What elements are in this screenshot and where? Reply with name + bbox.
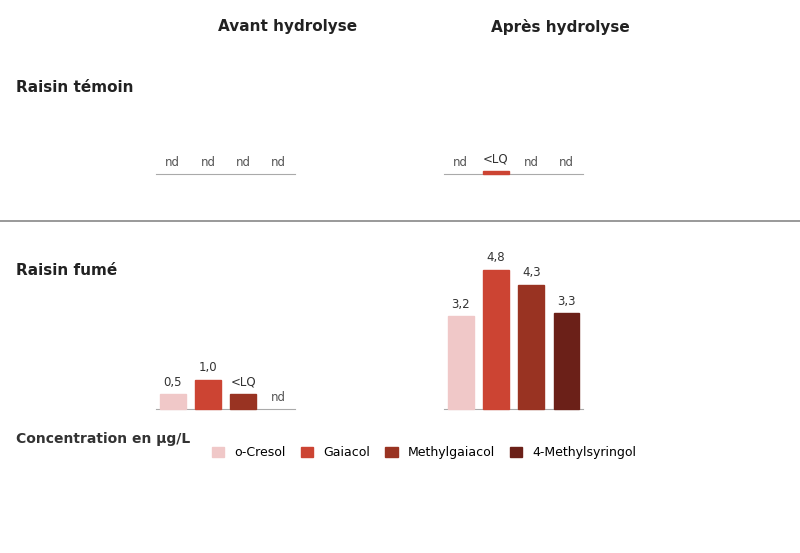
Text: 3,3: 3,3 [557, 295, 576, 308]
Text: nd: nd [559, 156, 574, 169]
Text: nd: nd [201, 156, 215, 169]
Text: 4,3: 4,3 [522, 266, 541, 279]
Text: <LQ: <LQ [230, 376, 256, 389]
Bar [483, 171, 509, 174]
Text: Avant hydrolyse: Avant hydrolyse [218, 19, 358, 34]
Bar [483, 270, 509, 409]
Text: 1,0: 1,0 [198, 361, 218, 374]
Text: La libération des marqueurs de goût de fumée par hydrolyse permet une: La libération des marqueurs de goût de f… [92, 493, 666, 507]
Text: 3,2: 3,2 [451, 298, 470, 311]
Text: Raisin témoin: Raisin témoin [16, 80, 134, 95]
Bar [195, 380, 221, 409]
Text: 4,8: 4,8 [486, 252, 506, 264]
Text: Raisin fumé: Raisin fumé [16, 263, 118, 278]
Text: nd: nd [271, 391, 286, 404]
Text: 0,5: 0,5 [163, 376, 182, 389]
Bar [448, 316, 474, 409]
Legend: o-Cresol, Gaiacol, Methylgaiacol, 4-Methylsyringol: o-Cresol, Gaiacol, Methylgaiacol, 4-Meth… [212, 446, 636, 459]
Text: Après hydrolyse: Après hydrolyse [490, 19, 630, 35]
Bar [160, 394, 186, 409]
Text: <LQ: <LQ [483, 152, 509, 165]
Bar [518, 285, 544, 409]
Text: Concentration en µg/L: Concentration en µg/L [16, 432, 190, 446]
Text: nd: nd [271, 156, 286, 169]
Text: nd: nd [524, 156, 538, 169]
Bar [554, 314, 579, 409]
Text: évaluation plus fine du risque: évaluation plus fine du risque [92, 523, 326, 538]
Text: nd: nd [454, 156, 468, 169]
Text: nd: nd [166, 156, 180, 169]
Text: ❧: ❧ [44, 503, 60, 521]
Text: nd: nd [236, 156, 250, 169]
Bar [230, 394, 256, 409]
